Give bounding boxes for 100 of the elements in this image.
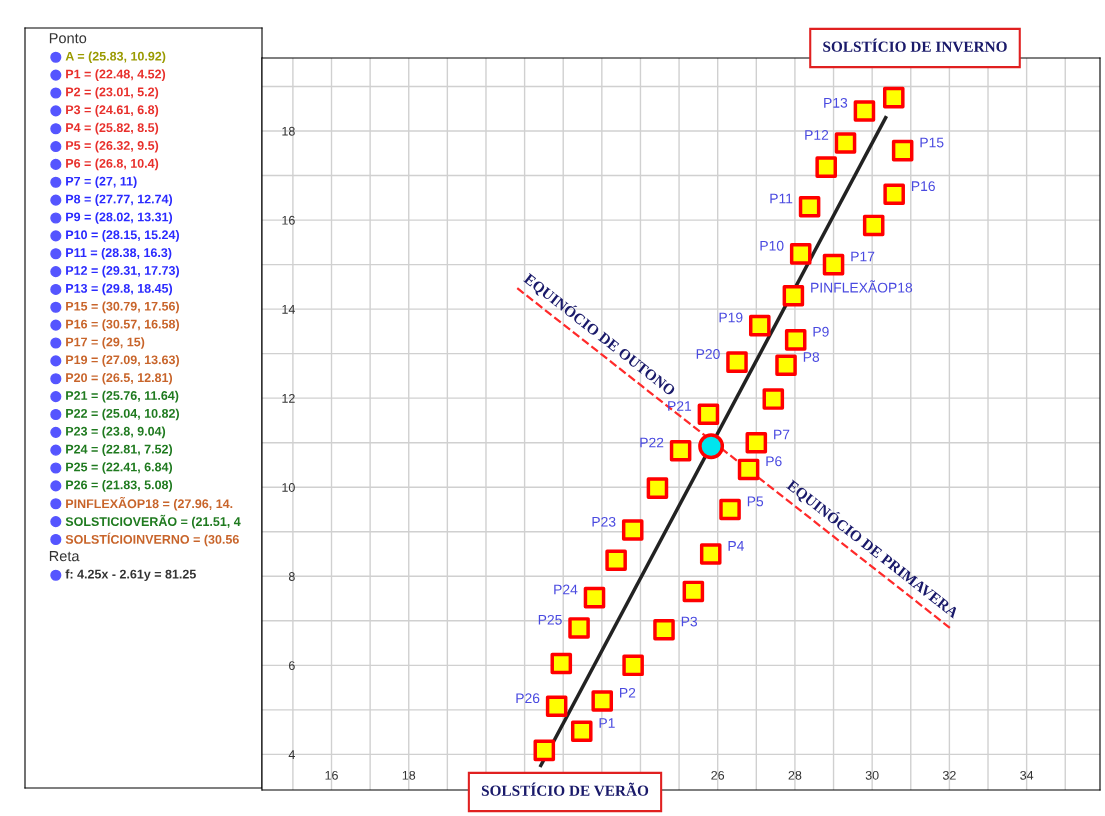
- data-label: P5: [747, 496, 764, 507]
- x-tick-label: 28: [788, 770, 802, 780]
- data-label: P13: [824, 97, 848, 108]
- data-label: P21: [668, 401, 692, 411]
- data-label: P11: [770, 193, 793, 204]
- point: [891, 139, 914, 162]
- data-label: P24: [554, 584, 578, 595]
- point: [726, 351, 748, 373]
- point: [591, 690, 614, 712]
- data-label: P17: [851, 251, 875, 262]
- point: [621, 519, 644, 541]
- category-label: P22 = (25.04, 10.82): [66, 408, 179, 421]
- y-tick-label: 16: [282, 215, 295, 225]
- category-label: P2 = (23.01, 5.2): [66, 87, 159, 99]
- annotation: SOLSTÍCIO DE VERÃO: [481, 782, 649, 796]
- point: [762, 388, 785, 410]
- data-label: P20: [696, 349, 720, 359]
- category-label: P23 = (23.8, 9.04): [66, 426, 166, 439]
- data-label: P23: [592, 516, 616, 527]
- point: [784, 329, 807, 351]
- point: [737, 458, 760, 481]
- category-label: P8 = (27.77, 12.74): [66, 194, 173, 206]
- category-label: P13 = (29.8, 18.45): [66, 283, 173, 296]
- point: [653, 618, 675, 641]
- category-label: PINFLEXÃOP18 = (27.96, 14.: [66, 496, 233, 511]
- point: [570, 720, 593, 743]
- y-tick-label: 8: [288, 572, 295, 581]
- x-tick-label: 34: [1020, 770, 1034, 780]
- data-label: P15: [920, 137, 944, 148]
- point: [550, 652, 573, 675]
- y-tick-label: 14: [282, 305, 295, 314]
- x-tick-label: 16: [325, 770, 338, 780]
- category-label: P10 = (28.15, 15.24): [66, 230, 179, 242]
- point: [862, 214, 885, 237]
- point: [568, 617, 590, 639]
- point: [798, 195, 821, 218]
- category-label: P19 = (27.09, 13.63): [66, 355, 179, 367]
- point: [822, 253, 845, 276]
- category-label: A = (25.83, 10.92): [65, 51, 166, 64]
- point: [583, 586, 606, 609]
- category-label: SOLSTÍCIOINVERNO = (30.56: [65, 532, 239, 547]
- point: [605, 549, 627, 572]
- point: [775, 354, 797, 377]
- category-label: P26 = (21.83, 5.08): [66, 480, 173, 492]
- point: [719, 498, 741, 521]
- point: [748, 314, 771, 337]
- x-tick-label: 26: [711, 770, 725, 780]
- point: [699, 543, 722, 565]
- data-label: P22: [640, 437, 664, 448]
- point: [745, 431, 768, 454]
- y-tick-label: 18: [282, 126, 295, 136]
- point: [815, 156, 837, 178]
- category-label: P5 = (26.32, 9.5): [66, 140, 159, 153]
- category-label: P4 = (25.82, 8.5): [66, 122, 159, 135]
- x-tick-label: 32: [942, 770, 956, 780]
- text: SOLSTÍCIO DE INVERNO: [823, 38, 1007, 52]
- category-label: f: 4.25x - 2.61y = 81.25: [65, 569, 196, 582]
- category-label: P6 = (26.8, 10.4): [66, 158, 159, 171]
- point: [697, 403, 720, 425]
- category-label: SOLSTICIOVERÃO = (21.51, 4: [65, 514, 241, 529]
- category-label: P15 = (30.79, 17.56): [66, 301, 179, 314]
- data-label: P3: [681, 616, 698, 627]
- category-label: P12 = (29.31, 17.73): [66, 265, 179, 278]
- y-tick-label: 12: [282, 393, 295, 403]
- point: [698, 433, 725, 460]
- y-tick-label: 6: [289, 661, 295, 670]
- x-tick-label: 30: [865, 770, 879, 780]
- data-label: P16: [911, 181, 935, 192]
- data-label: P4: [728, 541, 744, 551]
- data-label: P12: [805, 129, 829, 140]
- point: [533, 739, 556, 762]
- data-label: P8: [803, 352, 820, 363]
- data-label: P7: [774, 429, 790, 440]
- data-label: P25: [538, 614, 562, 625]
- data-label: P2: [620, 687, 636, 698]
- x-tick-label: 18: [402, 770, 416, 780]
- data-label: P19: [719, 312, 743, 323]
- data-label: P1: [599, 718, 615, 728]
- point: [682, 580, 705, 603]
- data-label: P6: [766, 456, 782, 467]
- category-label: P24 = (22.81, 7.52): [66, 444, 173, 457]
- point: [853, 100, 876, 122]
- point: [622, 654, 644, 677]
- category-label: P21 = (25.76, 11.64): [66, 390, 179, 403]
- y-tick-label: 4: [288, 750, 295, 759]
- point: [789, 243, 812, 265]
- category-label: P17 = (29, 15): [66, 337, 145, 349]
- category-label: P16 = (30.57, 16.58): [66, 319, 179, 331]
- category-label: Ponto: [49, 33, 87, 44]
- category-label: P1 = (22.48, 4.52): [66, 69, 166, 81]
- category-label: P20 = (26.5, 12.81): [66, 372, 173, 385]
- category-label: P11 = (28.38, 16.3): [66, 247, 172, 260]
- point: [834, 132, 857, 154]
- point: [782, 284, 805, 307]
- point: [646, 477, 669, 499]
- point: [883, 183, 905, 206]
- point: [669, 439, 692, 462]
- data-label: P10: [760, 240, 784, 251]
- category-label: P25 = (22.41, 6.84): [66, 462, 173, 474]
- data-label: P26: [516, 693, 540, 704]
